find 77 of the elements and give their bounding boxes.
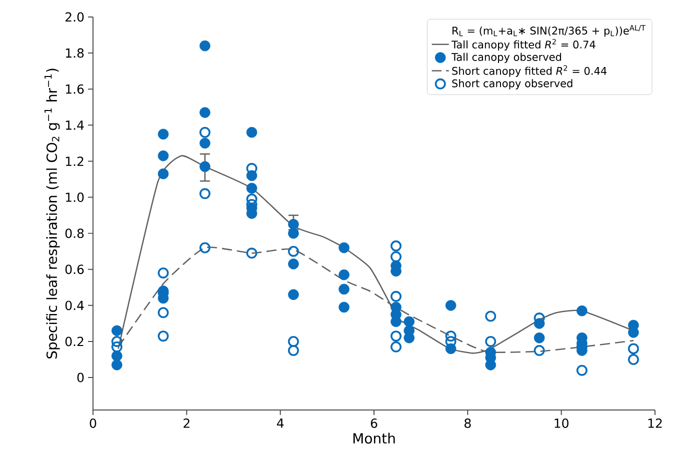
point <box>111 325 122 336</box>
x-tick-label: 2 <box>184 418 190 428</box>
point <box>200 138 210 149</box>
point <box>288 246 299 257</box>
point <box>576 305 588 316</box>
point <box>628 354 639 366</box>
point <box>288 218 299 230</box>
y-tick-label: 1.8 <box>66 48 84 58</box>
y-tick-label: 1.6 <box>66 84 84 94</box>
point <box>628 327 639 338</box>
point <box>445 330 456 342</box>
point <box>200 107 210 118</box>
legend-label: Short canopy observed <box>452 79 572 90</box>
y-tick-label: 0.4 <box>65 300 84 310</box>
x-tick-label: 0 <box>90 418 96 428</box>
y-tick-label: 2.0 <box>66 12 84 22</box>
point <box>445 336 456 347</box>
y-tick-label: 0 <box>77 372 84 382</box>
point <box>485 336 496 347</box>
point <box>199 242 210 254</box>
point <box>246 194 258 205</box>
point <box>485 310 496 322</box>
legend-label: Tall canopy fitted R$^{2}$ = 0.74 <box>451 38 596 51</box>
point <box>199 126 210 138</box>
point <box>158 128 169 140</box>
point <box>158 267 169 278</box>
point <box>246 182 258 194</box>
point <box>338 302 350 313</box>
y-tick-label: 1.2 <box>66 156 84 166</box>
point <box>288 258 299 270</box>
point <box>288 289 299 300</box>
point <box>628 343 639 354</box>
y-tick-label: 1.4 <box>66 120 84 130</box>
y-tick-label: 0.6 <box>65 264 84 274</box>
point <box>158 150 169 162</box>
point <box>158 307 169 318</box>
x-tick-label: 6 <box>370 418 378 428</box>
legend-label: Short canopy fitted R$^{2}$ = 0.44 <box>452 65 607 77</box>
point <box>534 332 545 344</box>
point <box>445 300 456 311</box>
point <box>111 360 122 370</box>
x-axis-title: Month <box>353 432 395 444</box>
point <box>390 341 402 352</box>
point <box>288 344 299 356</box>
y-tick-label: 1.0 <box>66 192 84 202</box>
point <box>390 330 402 342</box>
point <box>199 188 210 200</box>
point <box>246 248 258 259</box>
point <box>111 341 122 352</box>
point <box>288 336 299 347</box>
text: R$_{L}$ = (m$_{L}$+a$_{L}$∗ SIN(2π/365 + p$_{L}$))e$^{AL/T}$ <box>452 25 646 37</box>
point <box>485 360 496 370</box>
point <box>338 284 350 295</box>
point <box>576 364 588 376</box>
point <box>288 228 299 239</box>
legend-label: Tall canopy observed <box>451 52 562 63</box>
point <box>338 242 350 254</box>
point <box>200 161 210 172</box>
point <box>390 240 402 252</box>
point <box>246 162 258 174</box>
x-tick-label: 4 <box>276 418 284 428</box>
point <box>158 330 169 342</box>
point <box>338 269 350 280</box>
point <box>111 336 122 347</box>
y-tick-label: 0.8 <box>65 228 84 238</box>
point <box>534 344 545 356</box>
y-tick-label: 0.2 <box>65 336 84 346</box>
point <box>390 290 402 302</box>
point <box>404 316 415 328</box>
point <box>246 126 258 138</box>
point <box>158 168 169 180</box>
x-tick-label: 8 <box>464 418 471 428</box>
x-tick-label: 12 <box>648 418 662 428</box>
point <box>390 251 402 262</box>
point <box>200 40 210 52</box>
y-axis-title: Specific leaf respiration (ml CO$_{2}$ g$^{−1}$ hr$^{−1}$) <box>44 68 60 358</box>
x-tick-label: 10 <box>554 418 568 428</box>
